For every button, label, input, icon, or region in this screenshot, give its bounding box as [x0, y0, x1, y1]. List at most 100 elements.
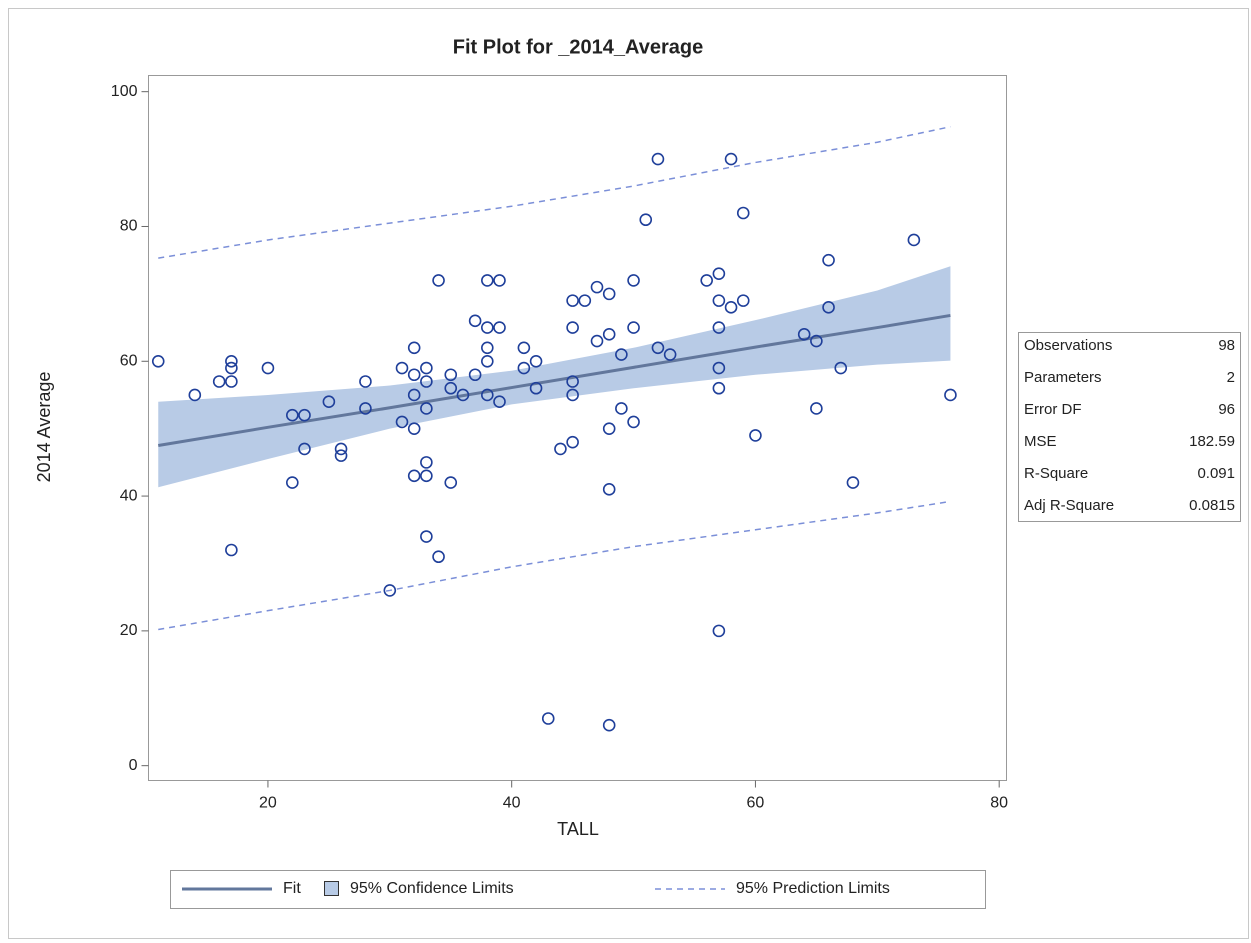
data-point [944, 388, 957, 402]
y-tick-label: 100 [111, 83, 138, 100]
data-point [444, 368, 458, 382]
legend-label: Fit [283, 880, 301, 897]
data-point [225, 543, 238, 557]
stat-label: Parameters [1024, 369, 1102, 386]
data-point [712, 381, 726, 395]
data-point [407, 469, 421, 483]
y-tick-label: 60 [120, 352, 138, 369]
data-point [420, 530, 433, 543]
stat-label: Adj R-Square [1024, 497, 1114, 514]
data-point [712, 624, 726, 638]
legend-confidence-swatch [324, 881, 339, 896]
data-point [286, 476, 299, 489]
data-point [627, 274, 640, 287]
data-point [712, 321, 726, 334]
chart-title: Fit Plot for _2014_Average [453, 36, 703, 58]
stat-value: 0.0815 [1189, 497, 1235, 514]
data-point [298, 408, 311, 422]
data-point [359, 402, 372, 415]
data-point [529, 354, 543, 368]
data-point [700, 274, 713, 287]
data-point [481, 388, 494, 402]
data-point [615, 402, 628, 415]
data-point [663, 348, 677, 361]
data-point [566, 294, 579, 307]
data-point [188, 388, 202, 402]
y-tick-label: 40 [120, 487, 138, 504]
data-point [420, 402, 433, 415]
data-point [493, 274, 506, 287]
data-point [590, 280, 604, 294]
data-point [602, 483, 616, 496]
stat-label: MSE [1024, 433, 1057, 450]
data-point [298, 442, 311, 456]
data-point [566, 435, 579, 449]
data-point [554, 442, 567, 456]
stat-value: 0.091 [1197, 465, 1235, 482]
data-point [566, 388, 579, 402]
stat-label: R-Square [1024, 465, 1088, 482]
data-point [225, 354, 238, 368]
data-point [822, 253, 835, 267]
data-point [602, 422, 616, 435]
data-point [383, 584, 397, 597]
stats-table [1018, 332, 1241, 522]
y-tick-label: 80 [120, 218, 138, 235]
fit-line [158, 313, 951, 448]
data-point [407, 388, 421, 402]
data-point [602, 718, 616, 732]
data-point [517, 361, 531, 375]
data-point [651, 152, 665, 166]
x-tick-label: 20 [259, 795, 277, 812]
data-point [541, 712, 555, 725]
y-axis-label: 2014 Average [34, 372, 54, 483]
x-tick-label: 80 [990, 795, 1008, 812]
data-point [602, 328, 616, 341]
data-point [420, 469, 433, 483]
x-tick-label: 40 [503, 795, 521, 812]
data-point [359, 375, 372, 388]
data-point [749, 429, 762, 442]
data-point [517, 341, 531, 355]
data-point [566, 375, 579, 388]
stat-value: 98 [1218, 337, 1235, 354]
data-point [286, 408, 299, 422]
data-point [395, 361, 409, 375]
data-point [481, 321, 494, 334]
stat-label: Observations [1024, 337, 1112, 354]
stat-value: 96 [1218, 401, 1235, 418]
data-point [590, 334, 604, 348]
data-point [322, 395, 336, 409]
legend-label: 95% Confidence Limits [350, 880, 514, 897]
data-point [481, 354, 494, 368]
data-point [395, 415, 409, 429]
data-point [712, 361, 726, 375]
legend [170, 870, 986, 909]
data-point [566, 321, 579, 334]
data-point [724, 152, 738, 166]
data-point [615, 348, 628, 361]
data-point [651, 341, 665, 355]
data-point [822, 301, 835, 314]
data-point [432, 550, 445, 564]
data-point [712, 294, 726, 307]
y-tick-label: 20 [120, 622, 138, 639]
stat-value: 2 [1227, 369, 1235, 386]
data-point [602, 287, 616, 301]
x-tick-label: 60 [747, 795, 765, 812]
data-point [225, 375, 238, 388]
data-point [420, 456, 433, 469]
data-point [810, 402, 823, 415]
data-point [493, 395, 506, 409]
stat-label: Error DF [1024, 401, 1082, 418]
prediction-limit [158, 125, 951, 259]
data-point [493, 321, 506, 334]
data-point [797, 328, 811, 341]
x-axis-label: TALL [557, 819, 599, 839]
data-point [420, 375, 433, 388]
data-point [834, 361, 848, 375]
prediction-limit [158, 500, 951, 631]
data-point [846, 476, 860, 489]
y-tick-label: 0 [129, 757, 138, 774]
